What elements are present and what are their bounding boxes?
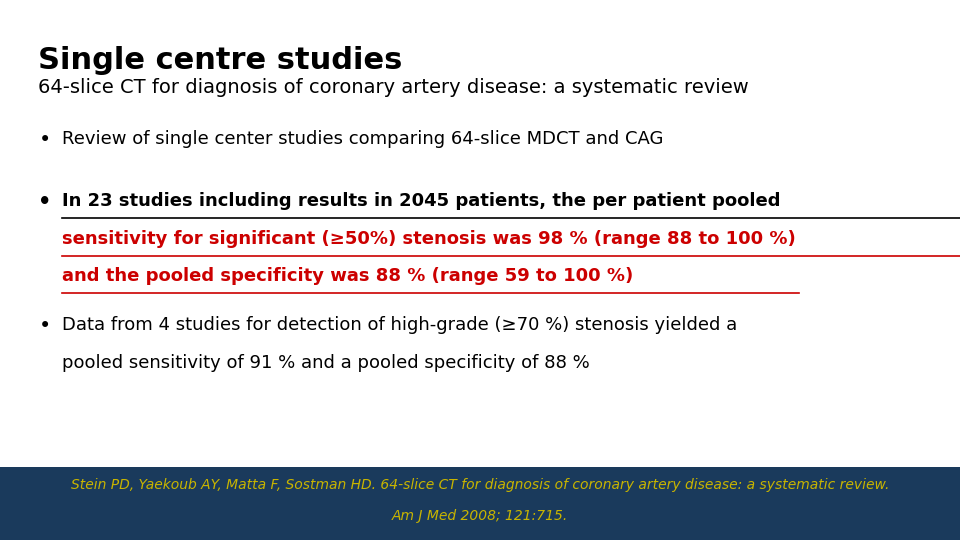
Text: 64-slice CT for diagnosis of coronary artery disease: a systematic review: 64-slice CT for diagnosis of coronary ar… [38,78,749,97]
Text: Data from 4 studies for detection of high-grade (≥70 %) stenosis yielded a: Data from 4 studies for detection of hig… [62,316,737,334]
Text: •: • [38,130,51,150]
Text: and the pooled specificity was 88 % (range 59 to 100 %): and the pooled specificity was 88 % (ran… [62,267,634,285]
FancyBboxPatch shape [0,467,960,540]
Text: •: • [38,192,52,212]
Text: pooled sensitivity of 91 % and a pooled specificity of 88 %: pooled sensitivity of 91 % and a pooled … [62,354,590,372]
Text: sensitivity for significant (≥50%) stenosis was 98 % (range 88 to 100 %): sensitivity for significant (≥50%) steno… [62,230,796,247]
Text: Single centre studies: Single centre studies [38,46,403,75]
Text: Review of single center studies comparing 64-slice MDCT and CAG: Review of single center studies comparin… [62,130,663,147]
Text: Am J Med 2008; 121:715.: Am J Med 2008; 121:715. [392,509,568,523]
Text: Stein PD, Yaekoub AY, Matta F, Sostman HD. 64-slice CT for diagnosis of coronary: Stein PD, Yaekoub AY, Matta F, Sostman H… [71,478,889,492]
Text: In 23 studies including results in 2045 patients, the per patient pooled: In 23 studies including results in 2045 … [62,192,780,210]
Text: •: • [38,316,51,336]
